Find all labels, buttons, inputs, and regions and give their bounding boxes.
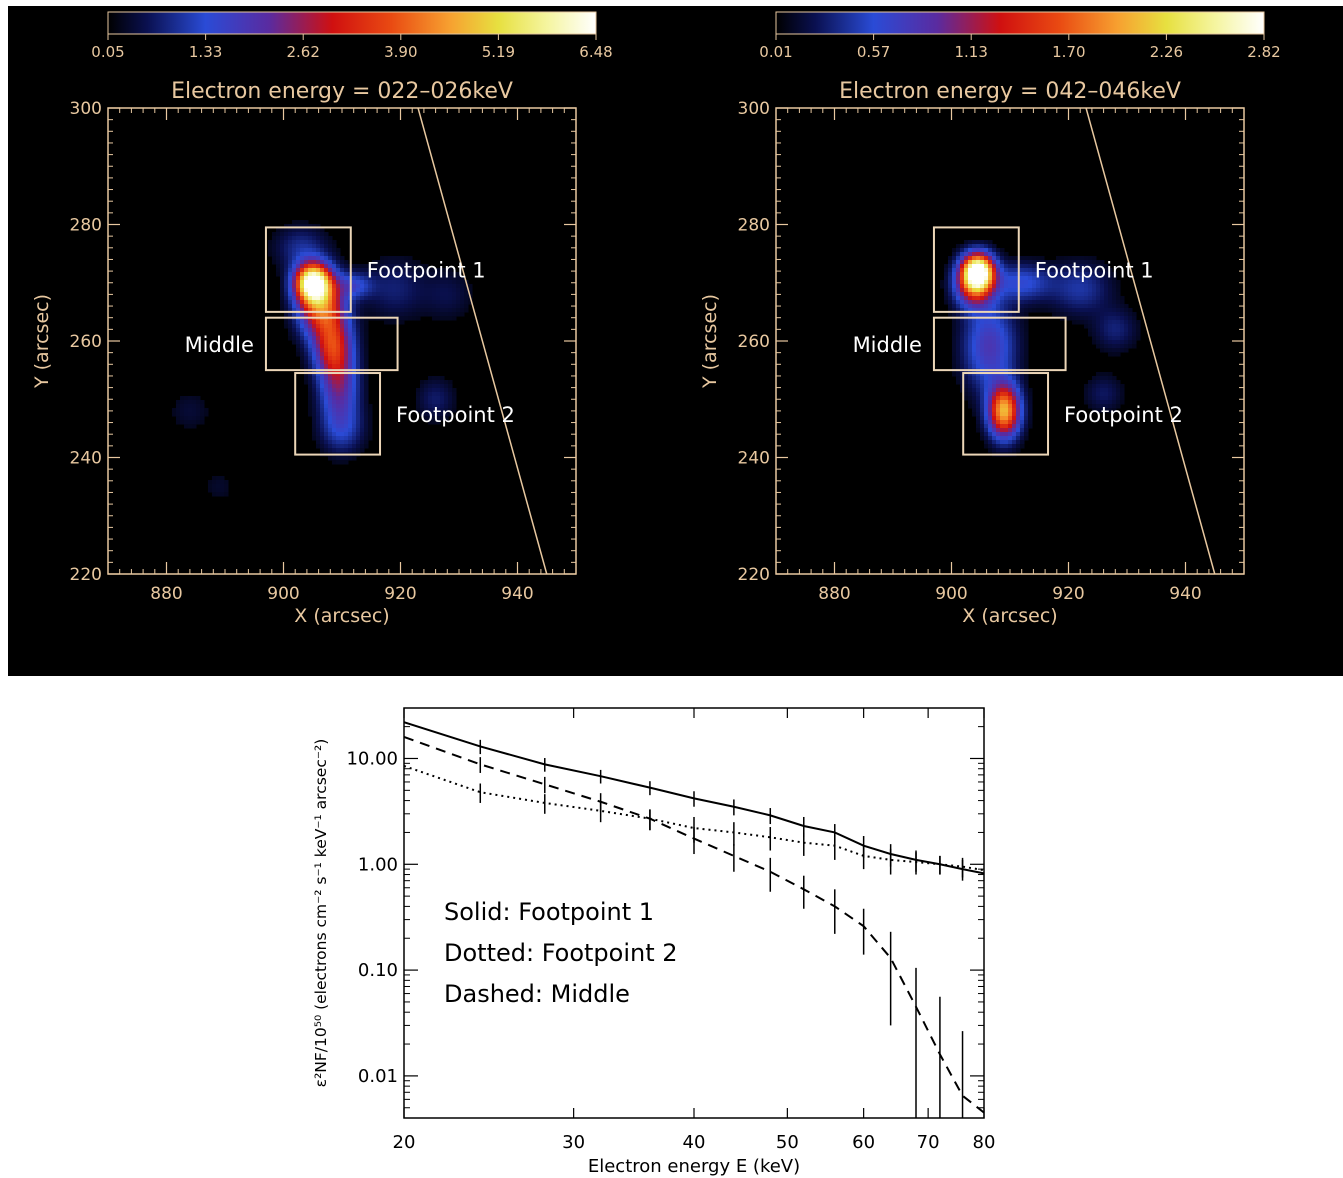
colorbar-tick-label: 6.48 — [579, 43, 612, 61]
map-panel-1: 0.05 1.33 2.62 3.90 5.19 6.48 Electron energy… — [31, 11, 613, 627]
solar-limb-line — [417, 108, 548, 574]
x-tick-label: 40 — [683, 1132, 706, 1153]
region-box — [264, 226, 352, 313]
region-box — [932, 226, 1020, 313]
region-box — [294, 372, 382, 456]
colorbar — [775, 11, 1265, 35]
y-tick-label: 0.01 — [358, 1066, 398, 1087]
spectrum-series — [404, 721, 984, 1118]
x-tick-label: 940 — [1169, 584, 1201, 604]
colorbar-tick-label: 1.33 — [189, 43, 222, 61]
y-tick-label: 260 — [70, 332, 102, 352]
region-label: Footpoint 1 — [1035, 259, 1154, 283]
region-boxes: Footpoint 1 Middle Footpoint 2 — [185, 226, 515, 456]
x-tick-label: 900 — [267, 584, 299, 604]
y-tick-label: 10.00 — [346, 748, 398, 769]
series-line-dotted — [404, 765, 984, 872]
y-tick-label: 220 — [738, 565, 770, 585]
x-axis-ticks: 880 900 920 940 — [119, 108, 565, 604]
map-panel-2: 0.01 0.57 1.13 1.70 2.26 2.82 Electron energy… — [699, 11, 1281, 627]
y-axis-label: ε²NF/10⁵⁰ (electrons cm⁻² s⁻¹ keV⁻¹ arcs… — [312, 739, 330, 1088]
colorbar-tick-label: 1.13 — [954, 43, 987, 61]
y-tick-label: 300 — [70, 99, 102, 119]
legend-entry: Dashed: Middle — [444, 980, 630, 1008]
region-label: Middle — [185, 333, 254, 357]
x-tick-label: 920 — [1052, 584, 1084, 604]
y-tick-label: 260 — [738, 332, 770, 352]
y-axis-ticks: 10.00 1.00 0.10 0.01 — [346, 707, 984, 1119]
intensity-map — [940, 240, 1141, 457]
region-box — [264, 316, 399, 372]
y-tick-label: 280 — [738, 216, 770, 236]
x-axis-label: X (arcsec) — [962, 605, 1057, 627]
region-box — [932, 316, 1067, 372]
legend-entry: Solid: Footpoint 1 — [444, 898, 654, 926]
spectrum-panel: 20 30 40 50 60 70 80 10.00 1.00 0.10 0.01 Solid: … — [312, 707, 996, 1177]
colorbar-tick-label: 2.26 — [1150, 43, 1183, 61]
colorbar-ticks — [107, 34, 597, 40]
region-label: Footpoint 2 — [1064, 403, 1183, 427]
series-line-dashed — [404, 735, 984, 1114]
colorbar-tick-label: 5.19 — [482, 43, 515, 61]
y-tick-label: 240 — [738, 449, 770, 469]
y-tick-label: 300 — [738, 99, 770, 119]
x-tick-label: 30 — [562, 1132, 585, 1153]
x-tick-label: 880 — [150, 584, 182, 604]
intensity-map — [172, 220, 473, 497]
x-axis-ticks: 20 30 40 50 60 70 80 — [393, 708, 996, 1153]
colorbar-tick-label: 1.70 — [1052, 43, 1085, 61]
x-axis-ticks: 880 900 920 940 — [787, 108, 1233, 604]
y-tick-label: 240 — [70, 449, 102, 469]
x-tick-label: 70 — [917, 1132, 940, 1153]
solar-limb-line — [1085, 108, 1216, 574]
colorbar-labels: 0.01 0.57 1.13 1.70 2.26 2.82 — [759, 43, 1280, 61]
x-tick-label: 60 — [852, 1132, 875, 1153]
x-tick-label: 50 — [776, 1132, 799, 1153]
colorbar-tick-label: 0.57 — [857, 43, 890, 61]
y-axis-ticks: 300 280 260 240 220 — [738, 99, 1244, 585]
colorbar — [107, 11, 597, 35]
map-title: Electron energy = 042–046keV — [839, 79, 1181, 104]
y-tick-label: 220 — [70, 565, 102, 585]
colorbar-tick-label: 0.05 — [91, 43, 124, 61]
x-tick-label: 940 — [501, 584, 533, 604]
x-tick-label: 20 — [393, 1132, 416, 1153]
y-axis-label: Y (arcsec) — [699, 294, 721, 389]
region-label: Footpoint 1 — [367, 259, 486, 283]
x-tick-label: 80 — [973, 1132, 996, 1153]
x-tick-label: 880 — [818, 584, 850, 604]
x-tick-label: 920 — [384, 584, 416, 604]
region-label: Middle — [853, 333, 922, 357]
colorbar-labels: 0.05 1.33 2.62 3.90 5.19 6.48 — [91, 43, 612, 61]
colorbar-tick-label: 3.90 — [384, 43, 417, 61]
legend: Solid: Footpoint 1 Dotted: Footpoint 2 Das… — [444, 898, 678, 1008]
x-tick-label: 900 — [935, 584, 967, 604]
x-axis-label: X (arcsec) — [294, 605, 389, 627]
legend-entry: Dotted: Footpoint 2 — [444, 939, 678, 967]
x-axis-label: Electron energy E (keV) — [588, 1156, 800, 1177]
map-title: Electron energy = 022–026keV — [171, 79, 513, 104]
y-tick-label: 1.00 — [358, 854, 398, 875]
colorbar-tick-label: 0.01 — [759, 43, 792, 61]
colorbar-ticks — [775, 34, 1265, 40]
y-axis-ticks: 300 280 260 240 220 — [70, 99, 576, 585]
region-boxes: Footpoint 1 Middle Footpoint 2 — [853, 226, 1183, 456]
region-box — [962, 372, 1050, 456]
y-axis-label: Y (arcsec) — [31, 294, 53, 389]
region-label: Footpoint 2 — [396, 403, 515, 427]
series-line-solid — [404, 721, 984, 875]
colorbar-tick-label: 2.82 — [1247, 43, 1280, 61]
y-tick-label: 0.10 — [358, 960, 398, 981]
colorbar-tick-label: 2.62 — [286, 43, 319, 61]
y-tick-label: 280 — [70, 216, 102, 236]
